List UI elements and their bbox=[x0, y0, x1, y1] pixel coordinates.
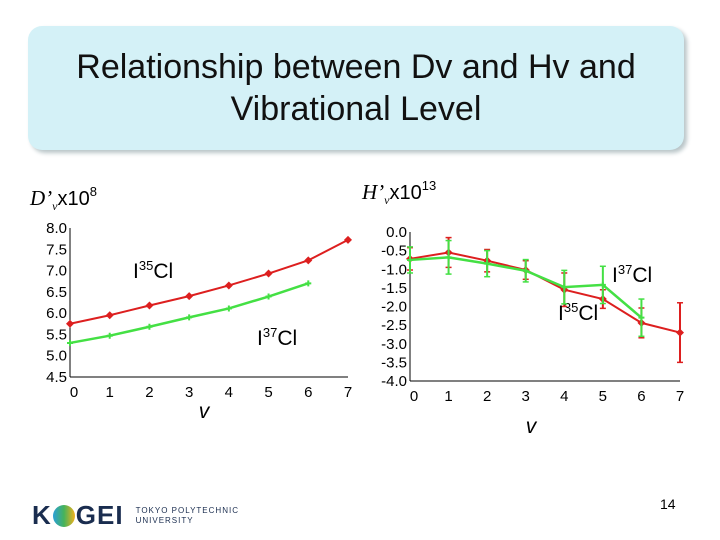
dv-point-37 bbox=[146, 323, 153, 330]
dv-ytick-label: 5.5 bbox=[46, 326, 67, 343]
dv-xtick-label: 2 bbox=[145, 384, 153, 401]
hv-ytick-label: -2.5 bbox=[381, 317, 407, 334]
logo-word-left: K bbox=[32, 500, 52, 530]
logo-circle-mark bbox=[52, 504, 75, 527]
hv-ytick-label: -3.5 bbox=[381, 354, 407, 371]
dv-point-37 bbox=[305, 280, 312, 287]
hv-point-37 bbox=[445, 254, 452, 261]
dv-ytick-label: 6.0 bbox=[46, 305, 67, 322]
dv-point-35 bbox=[185, 292, 194, 301]
dv-point-35 bbox=[344, 235, 352, 244]
dv-series-label-35: I35Cl bbox=[133, 258, 173, 283]
dv-series-label-37: I37Cl bbox=[257, 325, 297, 350]
hv-ytick-label: 0.0 bbox=[386, 224, 407, 241]
dv-point-35 bbox=[145, 301, 154, 310]
page-number: 14 bbox=[660, 496, 676, 512]
hv-ytick-label: -1.0 bbox=[381, 261, 407, 278]
dv-x-axis-label: v bbox=[199, 400, 211, 423]
hv-ytick-label: -4.0 bbox=[381, 373, 407, 390]
right-chart-y-label: H’vx1013 bbox=[362, 178, 437, 207]
hv-xtick-label: 6 bbox=[637, 388, 645, 405]
hv-series-label-37: I37Cl bbox=[612, 262, 652, 287]
dv-xtick-label: 4 bbox=[225, 384, 233, 401]
dv-point-35 bbox=[224, 281, 233, 290]
dv-xtick-label: 3 bbox=[185, 384, 193, 401]
dv-point-35 bbox=[105, 311, 114, 320]
hv-point-37 bbox=[599, 281, 606, 288]
logo-subtitle: TOKYO POLYTECHNIC UNIVERSITY bbox=[136, 506, 246, 526]
dv-ytick-label: 7.0 bbox=[46, 263, 67, 280]
dv-xtick-label: 5 bbox=[264, 384, 272, 401]
right-exponent: 13 bbox=[421, 178, 437, 193]
hv-point-37 bbox=[561, 284, 568, 291]
hv-point-35 bbox=[676, 328, 684, 337]
left-symbol: D’ bbox=[30, 186, 53, 210]
dv-point-37 bbox=[225, 305, 232, 312]
hv-ytick-label: -0.5 bbox=[381, 243, 407, 260]
hv-x-axis-label: v bbox=[526, 415, 538, 438]
hv-xtick-label: 0 bbox=[410, 388, 418, 405]
hv-point-37 bbox=[638, 314, 645, 321]
dv-xtick-label: 0 bbox=[70, 384, 78, 401]
dv-point-37 bbox=[67, 339, 73, 346]
title-box bbox=[28, 26, 684, 150]
hv-xtick-label: 1 bbox=[444, 388, 452, 405]
right-multiplier: x10 bbox=[389, 182, 422, 204]
dv-ytick-label: 4.5 bbox=[46, 369, 67, 386]
dv-xtick-label: 6 bbox=[304, 384, 312, 401]
dv-series-line-35 bbox=[69, 239, 349, 325]
dv-xtick-label: 7 bbox=[344, 384, 352, 401]
right-symbol: H’ bbox=[362, 180, 385, 204]
left-subscript: v bbox=[52, 199, 58, 213]
dv-xtick-label: 1 bbox=[106, 384, 114, 401]
university-logo: K GEI TOKYO POLYTECHNIC UNIVERSITY bbox=[32, 500, 246, 531]
left-multiplier: x10 bbox=[57, 188, 90, 210]
hv-ytick-label: -1.5 bbox=[381, 280, 407, 297]
hv-point-37 bbox=[484, 260, 491, 267]
logo-line2: UNIVERSITY bbox=[135, 515, 194, 525]
hv-series-label-35: I35Cl bbox=[558, 300, 598, 325]
dv-ytick-label: 7.5 bbox=[46, 241, 67, 258]
hv-xtick-label: 2 bbox=[483, 388, 491, 405]
dv-point-37 bbox=[186, 314, 193, 321]
hv-xtick-label: 5 bbox=[599, 388, 607, 405]
right-subscript: v bbox=[384, 193, 390, 207]
hv-xtick-label: 3 bbox=[522, 388, 530, 405]
hv-xtick-label: 4 bbox=[560, 388, 568, 405]
slide-title: Relationship between Dv and Hv and Vibra… bbox=[76, 48, 636, 128]
dv-ytick-label: 5.0 bbox=[46, 348, 67, 365]
hv-ytick-label: -2.0 bbox=[381, 299, 407, 316]
left-exponent: 8 bbox=[89, 184, 97, 199]
hv-ytick-label: -3.0 bbox=[381, 336, 407, 353]
logo-word-right: GEI bbox=[75, 500, 124, 530]
dv-point-35 bbox=[304, 256, 313, 265]
dv-ytick-label: 6.5 bbox=[46, 284, 67, 301]
dv-point-35 bbox=[264, 269, 273, 278]
dv-point-37 bbox=[265, 293, 272, 300]
dv-ytick-label: 8.0 bbox=[46, 220, 67, 237]
dv-point-37 bbox=[106, 332, 113, 339]
hv-point-37 bbox=[407, 256, 413, 263]
logo-line1: TOKYO POLYTECHNIC bbox=[135, 505, 239, 515]
left-chart-y-label: D’vx108 bbox=[30, 184, 97, 213]
dv-point-35 bbox=[66, 319, 74, 328]
hv-xtick-label: 7 bbox=[676, 388, 684, 405]
hv-point-37 bbox=[522, 267, 529, 274]
